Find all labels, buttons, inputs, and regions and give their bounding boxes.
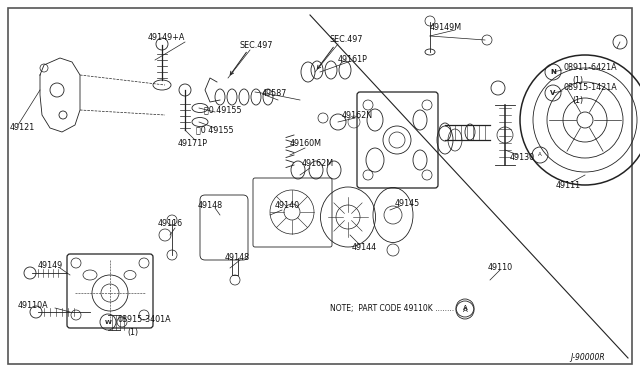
Text: 49587: 49587 [262,89,287,97]
Text: 49116: 49116 [158,218,183,228]
Text: 49140: 49140 [275,201,300,209]
Text: 49111: 49111 [556,182,581,190]
Text: 49149+A: 49149+A [148,33,186,42]
Text: 49162N: 49162N [342,112,373,121]
Text: 49171P: 49171P [178,140,208,148]
Text: 49110A: 49110A [18,301,49,310]
Text: SEC.497: SEC.497 [240,42,273,51]
Text: 08915-1421A: 08915-1421A [564,83,618,93]
Text: (1): (1) [572,76,583,84]
Text: 49110: 49110 [488,263,513,272]
Text: N: N [550,69,556,75]
Text: 49130: 49130 [510,154,535,163]
Text: 49148: 49148 [198,201,223,209]
Text: W: W [104,320,111,324]
Text: 49149: 49149 [38,260,63,269]
Text: A: A [463,305,467,311]
Text: SEC.497: SEC.497 [330,35,364,45]
Text: NOTE;  PART CODE 49110K ........: NOTE; PART CODE 49110K ........ [330,304,454,312]
Text: 49160M: 49160M [290,140,322,148]
Text: J-90000R: J-90000R [570,353,605,362]
Text: 49161P: 49161P [338,55,368,64]
Text: 08911-6421A: 08911-6421A [564,62,618,71]
Text: 49162M: 49162M [302,158,334,167]
Text: 49121: 49121 [10,124,35,132]
Text: ␶0 49155: ␶0 49155 [196,125,234,135]
Text: ␶0 49155: ␶0 49155 [204,106,242,115]
Text: 49148: 49148 [225,253,250,263]
Text: A: A [538,153,542,157]
Text: (1): (1) [127,328,138,337]
Text: A: A [463,307,467,313]
Text: 49145: 49145 [395,199,420,208]
Text: (1): (1) [572,96,583,105]
Text: 49144: 49144 [352,244,377,253]
Text: V: V [550,90,556,96]
Text: 49149M: 49149M [430,22,462,32]
Text: 08915-3401A: 08915-3401A [118,315,172,324]
